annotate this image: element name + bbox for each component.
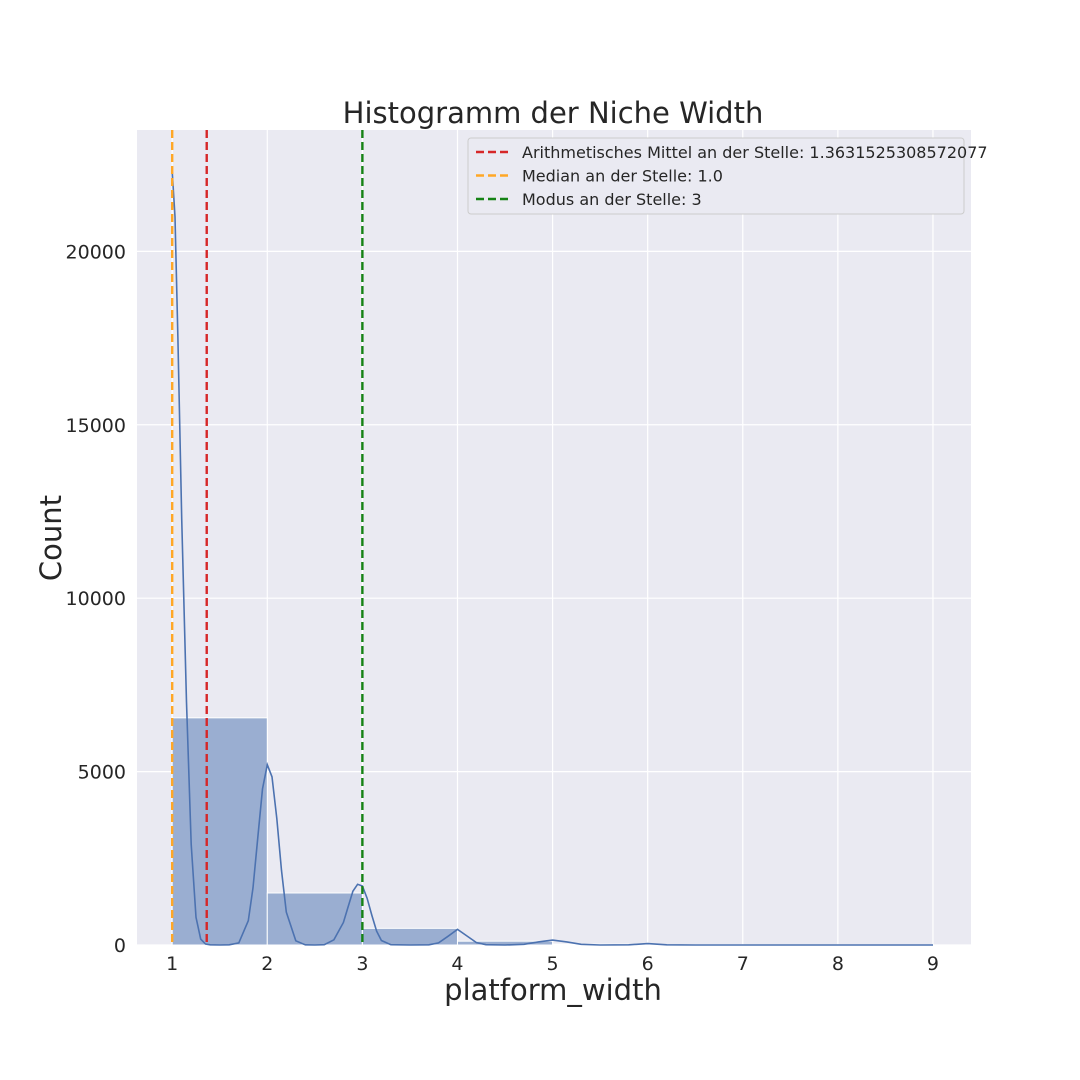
y-tick-label: 15000 [66, 415, 126, 437]
chart-title: Histogramm der Niche Width [343, 96, 764, 130]
y-tick-labels: 0 5000 10000 15000 20000 [66, 241, 126, 957]
x-tick-label: 5 [547, 953, 559, 975]
x-tick-label: 1 [166, 953, 178, 975]
x-tick-labels: 1 2 3 4 5 6 7 8 9 [166, 953, 939, 975]
y-tick-label: 5000 [78, 762, 126, 784]
legend: Arithmetisches Mittel an der Stelle: 1.3… [467, 137, 988, 215]
y-tick-label: 20000 [66, 241, 126, 263]
x-tick-label: 9 [927, 953, 939, 975]
reference-lines [170, 130, 364, 945]
x-tick-label: 7 [737, 953, 749, 975]
histogram-bar-2 [266, 892, 363, 946]
y-axis-label: Count [34, 495, 68, 581]
x-tick-label: 6 [642, 953, 654, 975]
x-tick-label: 8 [832, 953, 844, 975]
legend-box [467, 137, 965, 215]
legend-item-mode-label: Modus an der Stelle: 3 [522, 190, 702, 209]
histogram-bars [171, 717, 934, 946]
x-tick-label: 4 [451, 953, 463, 975]
kde-curve [171, 171, 933, 946]
x-tick-label: 2 [261, 953, 273, 975]
legend-item-mean-label: Arithmetisches Mittel an der Stelle: 1.3… [522, 143, 988, 162]
x-tick-label: 3 [356, 953, 368, 975]
legend-item-median-label: Median an der Stelle: 1.0 [522, 167, 723, 186]
histogram-bar-1 [171, 717, 268, 946]
y-tick-label: 0 [114, 935, 126, 957]
y-tick-label: 10000 [66, 588, 126, 610]
x-axis-label: platform_width [444, 973, 662, 1007]
